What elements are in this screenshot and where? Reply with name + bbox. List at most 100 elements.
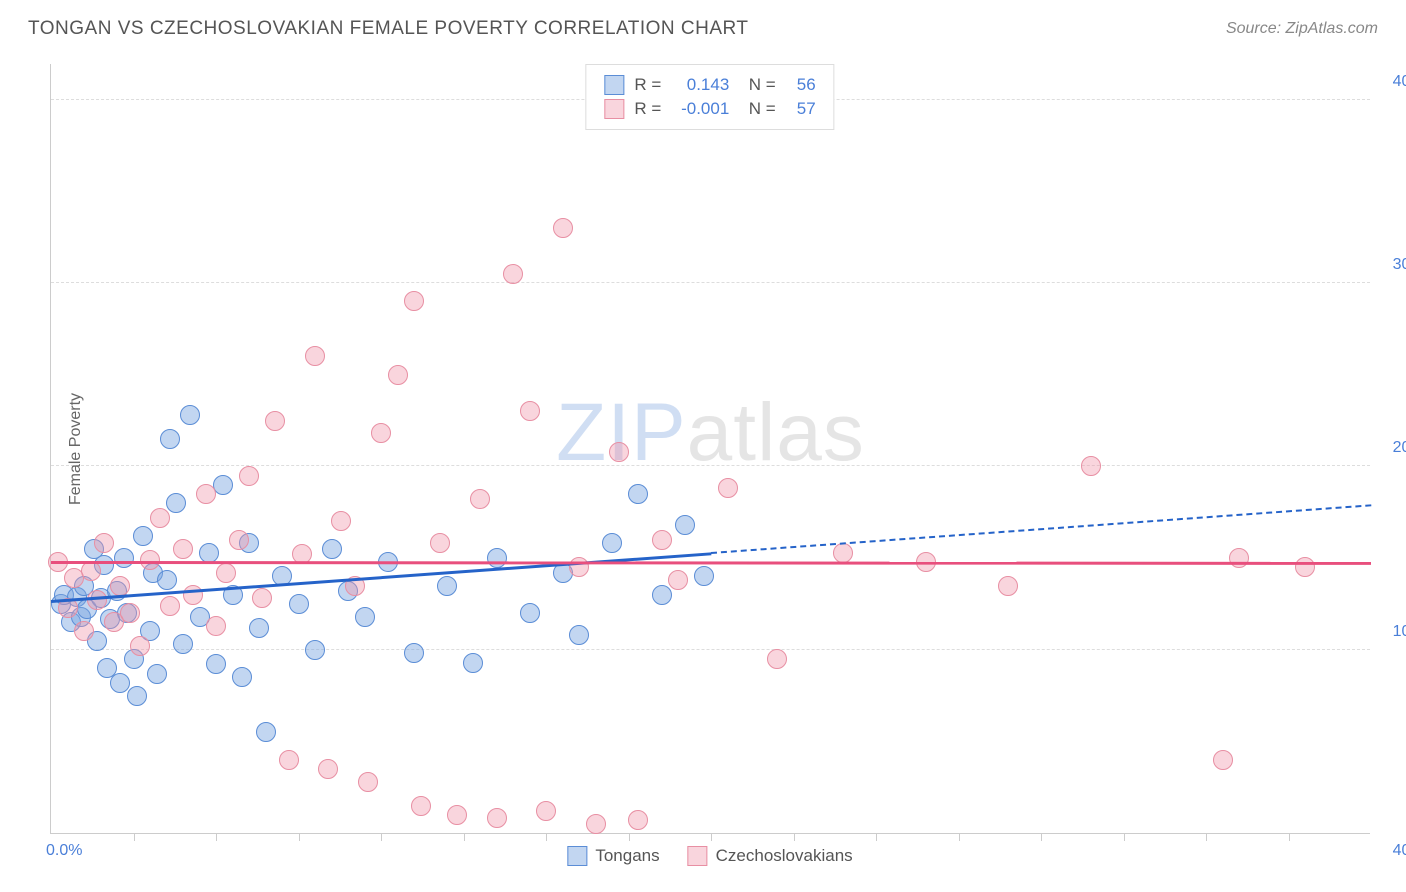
scatter-point bbox=[628, 810, 648, 830]
stat-n-label: N = bbox=[739, 75, 775, 95]
scatter-point bbox=[305, 640, 325, 660]
scatter-point bbox=[833, 543, 853, 563]
scatter-point bbox=[694, 566, 714, 586]
y-tick-label: 40.0% bbox=[1393, 73, 1406, 91]
scatter-point bbox=[998, 576, 1018, 596]
scatter-point bbox=[110, 576, 130, 596]
chart-source: Source: ZipAtlas.com bbox=[1226, 20, 1378, 38]
scatter-point bbox=[252, 588, 272, 608]
scatter-point bbox=[602, 533, 622, 553]
scatter-point bbox=[318, 759, 338, 779]
scatter-point bbox=[463, 653, 483, 673]
scatter-point bbox=[411, 796, 431, 816]
scatter-point bbox=[173, 539, 193, 559]
scatter-point bbox=[249, 618, 269, 638]
scatter-point bbox=[1081, 456, 1101, 476]
scatter-point bbox=[166, 493, 186, 513]
chart-title: TONGAN VS CZECHOSLOVAKIAN FEMALE POVERTY… bbox=[28, 18, 749, 40]
scatter-point bbox=[652, 530, 672, 550]
chart-header: TONGAN VS CZECHOSLOVAKIAN FEMALE POVERTY… bbox=[0, 0, 1406, 52]
x-tick bbox=[629, 833, 630, 841]
scatter-point bbox=[470, 489, 490, 509]
bottom-legend: Tongans Czechoslovakians bbox=[567, 846, 852, 866]
bottom-legend-item: Czechoslovakians bbox=[688, 846, 853, 866]
scatter-point bbox=[180, 405, 200, 425]
trend-line bbox=[51, 561, 1371, 564]
chart-container: ZIPatlas 10.0%20.0%30.0%40.0% Female Pov… bbox=[50, 64, 1370, 834]
scatter-point bbox=[206, 616, 226, 636]
scatter-point bbox=[520, 603, 540, 623]
x-tick bbox=[381, 833, 382, 841]
bottom-legend-item: Tongans bbox=[567, 846, 659, 866]
x-tick bbox=[299, 833, 300, 841]
stat-r-value: -0.001 bbox=[671, 99, 729, 119]
scatter-point bbox=[160, 596, 180, 616]
stat-r-label: R = bbox=[634, 99, 661, 119]
x-tick bbox=[794, 833, 795, 841]
scatter-point bbox=[437, 576, 457, 596]
scatter-point bbox=[160, 429, 180, 449]
scatter-point bbox=[767, 649, 787, 669]
scatter-point bbox=[404, 291, 424, 311]
scatter-point bbox=[718, 478, 738, 498]
stat-r-value: 0.143 bbox=[671, 75, 729, 95]
scatter-point bbox=[127, 686, 147, 706]
x-origin-label: 0.0% bbox=[46, 842, 82, 860]
scatter-point bbox=[536, 801, 556, 821]
scatter-point bbox=[199, 543, 219, 563]
scatter-point bbox=[569, 625, 589, 645]
stat-n-value: 57 bbox=[786, 99, 816, 119]
x-max-label: 40.0% bbox=[1393, 842, 1406, 860]
scatter-point bbox=[487, 808, 507, 828]
scatter-point bbox=[289, 594, 309, 614]
legend-swatch bbox=[567, 846, 587, 866]
scatter-point bbox=[652, 585, 672, 605]
scatter-point bbox=[114, 548, 134, 568]
y-axis-label-container: Female Poverty bbox=[67, 393, 85, 505]
x-tick bbox=[1124, 833, 1125, 841]
legend-label: Czechoslovakians bbox=[716, 846, 853, 866]
scatter-point bbox=[1229, 548, 1249, 568]
scatter-point bbox=[130, 636, 150, 656]
stat-n-value: 56 bbox=[786, 75, 816, 95]
scatter-point bbox=[520, 401, 540, 421]
plot-area: ZIPatlas 10.0%20.0%30.0%40.0% bbox=[50, 64, 1370, 834]
scatter-point bbox=[430, 533, 450, 553]
scatter-point bbox=[553, 218, 573, 238]
scatter-point bbox=[569, 557, 589, 577]
stats-legend: R =0.143 N =56R =-0.001 N =57 bbox=[585, 64, 834, 130]
scatter-point bbox=[322, 539, 342, 559]
scatter-point bbox=[150, 508, 170, 528]
scatter-point bbox=[229, 530, 249, 550]
x-tick bbox=[1206, 833, 1207, 841]
scatter-point bbox=[628, 484, 648, 504]
scatter-point bbox=[668, 570, 688, 590]
x-tick bbox=[216, 833, 217, 841]
scatter-point bbox=[147, 664, 167, 684]
stats-legend-row: R =0.143 N =56 bbox=[604, 73, 815, 97]
legend-label: Tongans bbox=[595, 846, 659, 866]
scatter-point bbox=[609, 442, 629, 462]
scatter-point bbox=[358, 772, 378, 792]
x-tick bbox=[876, 833, 877, 841]
stat-n-label: N = bbox=[739, 99, 775, 119]
scatter-point bbox=[487, 548, 507, 568]
scatter-point bbox=[1213, 750, 1233, 770]
scatter-point bbox=[447, 805, 467, 825]
scatter-point bbox=[503, 264, 523, 284]
scatter-point bbox=[173, 634, 193, 654]
scatter-point bbox=[183, 585, 203, 605]
y-tick-label: 20.0% bbox=[1393, 439, 1406, 457]
y-tick-label: 10.0% bbox=[1393, 623, 1406, 641]
scatter-point bbox=[81, 561, 101, 581]
grid-line bbox=[51, 282, 1370, 283]
x-tick bbox=[546, 833, 547, 841]
scatter-point bbox=[196, 484, 216, 504]
scatter-point bbox=[586, 814, 606, 834]
scatter-point bbox=[232, 667, 252, 687]
scatter-point bbox=[206, 654, 226, 674]
scatter-point bbox=[216, 563, 236, 583]
legend-swatch bbox=[688, 846, 708, 866]
scatter-point bbox=[74, 621, 94, 641]
legend-swatch bbox=[604, 99, 624, 119]
